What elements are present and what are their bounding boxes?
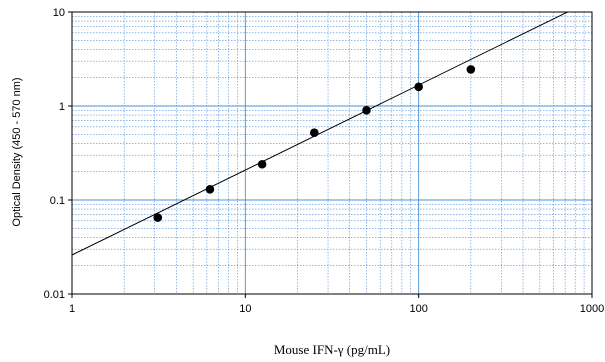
x-tick-label: 10: [239, 303, 251, 315]
y-tick-label: 10: [53, 7, 65, 19]
y-tick-label: 0.1: [50, 195, 65, 207]
data-point: [205, 184, 215, 194]
x-tick-labels: 1 10 100 1000: [69, 294, 604, 315]
data-point: [257, 159, 267, 169]
x-axis-label: Mouse IFN-γ (pg/mL): [274, 342, 390, 357]
data-points: [153, 65, 476, 222]
x-tick-label: 1000: [580, 303, 604, 315]
plot-frame: [71, 11, 593, 295]
data-point: [310, 128, 319, 137]
y-tick-labels: 0.01 0.1 1 10: [44, 7, 72, 301]
minor-gridlines: [72, 12, 592, 294]
x-tick-label: 1: [69, 303, 75, 315]
data-point: [414, 82, 423, 92]
major-gridlines: [72, 12, 592, 294]
y-tick-label: 1: [59, 101, 65, 113]
fit-line-group: [72, 12, 569, 256]
y-tick-label: 0.01: [44, 289, 65, 301]
data-point: [362, 106, 371, 115]
y-axis-label: Optical Density (450 - 570 nm): [11, 77, 23, 226]
fit-line: [72, 12, 569, 256]
data-point: [466, 65, 476, 74]
data-point: [153, 213, 163, 222]
x-tick-label: 100: [409, 303, 427, 315]
